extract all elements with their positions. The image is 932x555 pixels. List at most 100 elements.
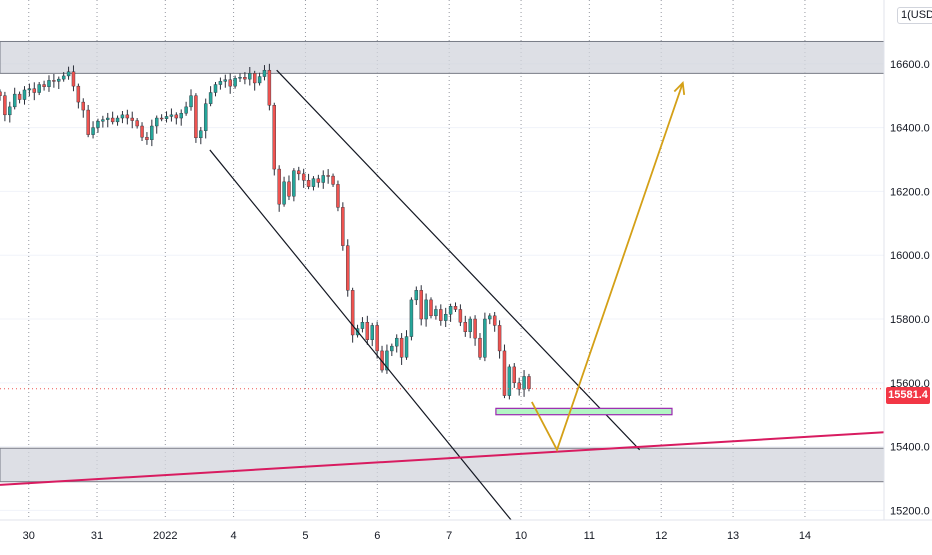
candle-body [277,168,281,205]
y-tick-label: 15800.0 [890,314,930,326]
candle-22 [106,112,110,128]
y-tick-label: 16200.0 [890,186,930,198]
candle-body [311,178,316,187]
candle-18 [86,104,90,138]
candle-body [370,325,374,340]
projection-path[interactable] [531,82,684,453]
candle-62 [301,168,306,188]
candle-body [81,101,85,111]
candle-84 [409,297,414,341]
candle-body [248,73,252,80]
candle-body [47,80,51,87]
candle-45 [218,77,223,90]
candle-72 [350,287,355,343]
candle-97 [473,315,477,346]
drawings[interactable] [0,69,885,546]
x-tick-label: 7 [446,530,452,542]
candle-body [321,175,325,183]
candle-body [409,299,414,337]
candle-9 [42,80,46,91]
candle-11 [52,74,56,88]
candle-10 [47,75,51,92]
candle-body [399,337,404,358]
candle-body [414,290,419,301]
candle-102 [497,320,502,359]
candle-67 [326,169,330,184]
candle-79 [385,344,389,374]
candle-body [208,92,213,104]
candle-body [86,109,90,135]
channel-lower-line[interactable] [209,149,533,546]
candle-15 [71,65,76,92]
currency-label[interactable]: 1(USD [897,7,932,24]
y-tick-label: 16600.0 [890,59,930,71]
candle-body [336,184,340,208]
candle-body [218,81,223,85]
candle-59 [287,175,291,201]
candle-body [27,88,32,91]
candle-body [350,290,355,336]
candle-body [61,75,66,80]
candle-88 [429,297,433,319]
candle-body [272,105,276,170]
candle-54 [262,65,267,81]
candle-69 [336,180,340,212]
candle-26 [125,109,130,125]
x-tick-label: 12 [655,530,667,542]
candle-12 [57,76,61,90]
candle-103 [502,344,507,399]
candle-body [12,93,17,108]
candle-body [184,106,188,114]
buy-zone-box[interactable] [495,407,673,416]
x-tick-label: 10 [515,530,527,542]
price-axis[interactable] [884,0,932,550]
candle-body [502,350,507,396]
candle-body [297,170,301,175]
candle-body [522,376,526,390]
candle-50 [243,72,247,85]
last-price-label: 15581.4 [886,387,930,404]
y-tick-label: 15400.0 [890,442,930,454]
candle-60 [292,168,296,202]
candle-body [497,325,502,352]
x-tick-label: 13 [727,530,739,542]
candle-body [257,76,262,84]
candle-52 [252,70,257,91]
candle-body [360,322,365,329]
candle-body [316,178,321,183]
candle-87 [424,293,428,327]
candle-77 [375,321,379,359]
candle-body [287,181,291,197]
candle-body [174,114,179,119]
candle-13 [61,72,66,82]
resistance-zone[interactable] [0,40,885,74]
candle-body [0,91,2,96]
candle-body [395,337,399,347]
candle-body [517,382,521,390]
candle-49 [238,73,242,82]
rising-trendline[interactable] [0,431,885,486]
y-tick-label: 15600.0 [890,378,930,390]
candle-41 [199,126,203,145]
candle-body [282,181,286,205]
x-tick-label: 30 [23,530,35,542]
grid [0,0,884,520]
candle-28 [135,118,139,129]
candle-body [159,117,164,120]
time-axis[interactable] [0,520,932,550]
candle-body [155,117,159,127]
candle-44 [213,81,218,97]
candle-37 [179,109,183,126]
candle-body [203,103,208,131]
candle-0 [0,89,2,101]
candle-body [17,93,22,100]
candle-body [429,299,433,317]
candle-101 [492,312,497,332]
candle-body [463,322,468,332]
candle-body [238,77,242,79]
candle-body [169,114,174,117]
candle-body [468,318,472,332]
candle-body [424,299,428,320]
